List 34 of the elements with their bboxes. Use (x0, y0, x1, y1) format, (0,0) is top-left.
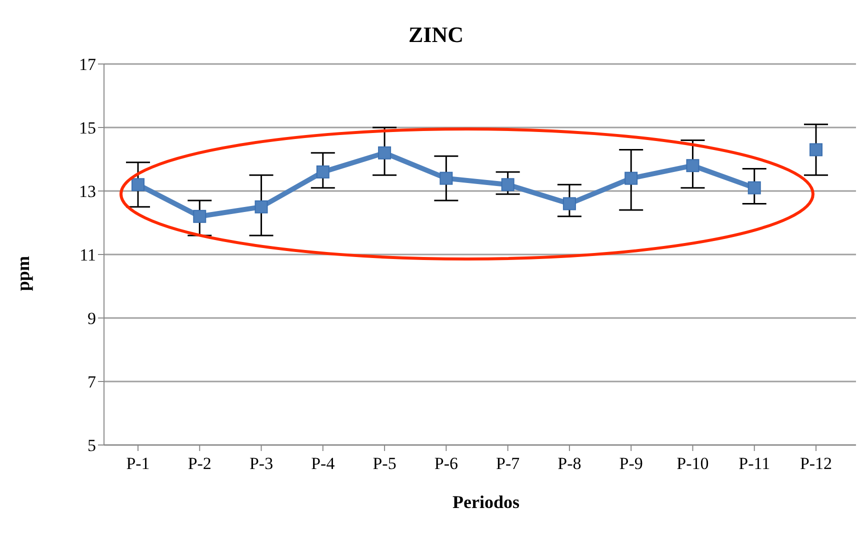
point (254, 200, 268, 214)
x-tick-label: P-5 (372, 454, 396, 474)
point (440, 172, 453, 185)
x-tick-label: P-8 (558, 454, 582, 474)
point (316, 165, 330, 178)
x-axis-title: Periodos (452, 492, 520, 513)
x-tick-label: P-6 (434, 454, 458, 474)
x-tick-label: P-2 (188, 454, 212, 474)
point (378, 146, 392, 160)
y-axis-title: ppm (12, 255, 34, 291)
y-tick-label: 9 (88, 309, 96, 328)
x-tick-label: P-12 (800, 454, 832, 474)
x-tick-label: P-1 (126, 454, 150, 474)
point (624, 172, 638, 185)
x-tick-label: P-7 (496, 454, 520, 474)
y-tick-label: 13 (79, 182, 96, 202)
y-tick-label: 11 (80, 246, 96, 265)
point (193, 210, 206, 223)
x-tick-label: P-10 (676, 454, 709, 474)
point (810, 143, 822, 156)
chart-title: ZINC (407, 22, 464, 48)
y-tick-label: 5 (88, 436, 96, 456)
y-tick-label: 15 (79, 118, 96, 138)
point (501, 178, 514, 192)
y-tick-label: 17 (79, 55, 96, 74)
point (748, 181, 761, 194)
x-tick-label: P-11 (738, 454, 770, 474)
x-tick-label: P-9 (619, 454, 643, 474)
y-tick-label: 7 (88, 372, 96, 392)
x-tick-label: P-3 (249, 454, 274, 474)
x-tick-label: P-4 (311, 454, 336, 474)
point (686, 159, 700, 172)
point (562, 197, 576, 210)
point (132, 178, 144, 192)
